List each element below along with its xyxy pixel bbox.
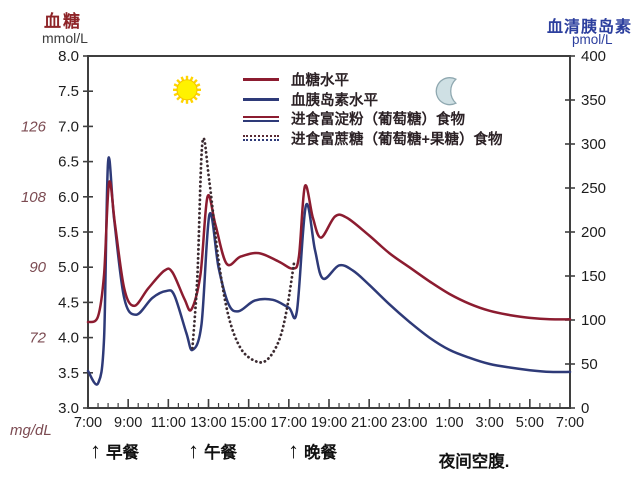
glucose-axis-title: 血糖 [44, 12, 82, 31]
double-dotted-line-swatch-icon [243, 135, 279, 142]
svg-text:4.5: 4.5 [58, 294, 79, 311]
legend-item-sucrose-meal: 进食富蔗糖（葡萄糖+果糖）食物 [243, 130, 502, 148]
x-axis: 7:00 9:00 11:00 13:00 15:00 17:00 19:00 21:00 23… [74, 399, 584, 431]
glucose-axis-unit: mmol/L [42, 30, 88, 46]
breakfast-label: 早餐 [106, 444, 139, 462]
svg-text:150: 150 [581, 268, 606, 285]
svg-text:7:00: 7:00 [74, 415, 102, 431]
svg-text:17:00: 17:00 [271, 415, 307, 431]
svg-text:100: 100 [581, 312, 606, 329]
double-solid-line-swatch-icon [243, 115, 279, 122]
svg-text:6.5: 6.5 [58, 154, 79, 171]
insulin-line-swatch-icon [243, 97, 279, 101]
dinner-label: 晚餐 [304, 444, 337, 462]
glucose-curve [86, 180, 572, 324]
chart-legend: 血糖水平 血胰岛素水平 进食富淀粉（葡萄糖）食物 进食富蔗糖（葡萄糖+果糖）食物 [243, 71, 502, 148]
legend-label: 进食富淀粉（葡萄糖）食物 [291, 112, 465, 129]
svg-text:15:00: 15:00 [231, 415, 267, 431]
svg-text:7.0: 7.0 [58, 118, 79, 135]
glucose-line-swatch-icon [243, 78, 279, 82]
svg-text:72: 72 [29, 330, 46, 347]
sun-icon [173, 75, 201, 104]
svg-text:1:00: 1:00 [435, 415, 463, 431]
y-axis-right: 0 50 100 150 200 250 300 350 400 [565, 48, 606, 417]
up-arrow-icon: ↑ [288, 438, 299, 463]
svg-text:5.5: 5.5 [58, 224, 79, 241]
insulin-axis-unit: pmol/L [572, 32, 613, 47]
svg-text:9:00: 9:00 [114, 415, 142, 431]
insulin-curve [86, 156, 572, 386]
moon-icon [435, 77, 458, 106]
svg-text:19:00: 19:00 [311, 415, 347, 431]
svg-text:108: 108 [21, 189, 47, 206]
svg-text:350: 350 [581, 92, 606, 109]
legend-label: 进食富蔗糖（葡萄糖+果糖）食物 [291, 131, 503, 148]
breakfast-annotation: ↑ 早餐 [90, 439, 139, 463]
svg-text:50: 50 [581, 356, 598, 373]
lunch-annotation: ↑ 午餐 [188, 439, 237, 463]
svg-text:11:00: 11:00 [151, 415, 186, 431]
svg-text:400: 400 [581, 48, 606, 65]
svg-text:5:00: 5:00 [516, 415, 544, 431]
svg-text:5.0: 5.0 [58, 259, 79, 276]
mgdl-unit-label: mg/dL [10, 422, 52, 439]
svg-text:13:00: 13:00 [190, 415, 226, 431]
up-arrow-icon: ↑ [188, 438, 199, 463]
dinner-annotation: ↑ 晚餐 [288, 439, 337, 463]
svg-text:3:00: 3:00 [476, 415, 504, 431]
night-fasting-label: 夜间空腹. [438, 453, 510, 471]
y-axis-left: 3.0 3.5 4.0 4.5 5.0 5.5 6.0 6.5 7.0 7.5 8.0 126 108 9… [21, 48, 93, 417]
svg-text:200: 200 [581, 224, 606, 241]
svg-text:21:00: 21:00 [351, 415, 387, 431]
svg-text:0: 0 [581, 400, 589, 417]
legend-item-glucose: 血糖水平 [243, 71, 502, 89]
legend-label: 血胰岛素水平 [291, 92, 378, 109]
svg-text:300: 300 [581, 136, 606, 153]
svg-text:6.0: 6.0 [58, 189, 79, 206]
svg-text:250: 250 [581, 180, 606, 197]
svg-text:7.5: 7.5 [58, 83, 79, 100]
svg-text:90: 90 [29, 259, 46, 276]
svg-text:126: 126 [21, 118, 47, 135]
svg-text:7:00: 7:00 [556, 415, 584, 431]
legend-item-starch-meal: 进食富淀粉（葡萄糖）食物 [243, 110, 502, 128]
lunch-label: 午餐 [204, 444, 237, 462]
up-arrow-icon: ↑ [90, 438, 101, 463]
svg-text:3.0: 3.0 [58, 400, 79, 417]
svg-text:3.5: 3.5 [58, 365, 79, 382]
legend-item-insulin: 血胰岛素水平 [243, 91, 502, 109]
svg-text:8.0: 8.0 [58, 48, 79, 65]
legend-label: 血糖水平 [291, 73, 349, 90]
insulin-axis-title: 血清胰岛素 [546, 19, 632, 36]
sucrose-dotted-curve [191, 137, 296, 364]
svg-text:4.0: 4.0 [58, 330, 79, 347]
svg-text:23:00: 23:00 [391, 415, 427, 431]
